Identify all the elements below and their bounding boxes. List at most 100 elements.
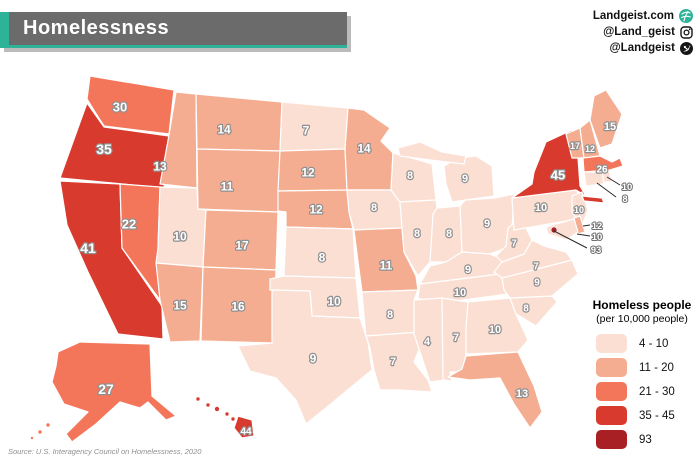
state-label-nd: 7 — [303, 123, 310, 137]
state-label-tn: 10 — [454, 287, 466, 299]
callout-label-ri: 10 — [622, 182, 633, 193]
state-nd — [279, 101, 349, 152]
globe-icon — [679, 9, 693, 23]
callout-line-md — [576, 233, 591, 237]
legend-swatch — [596, 406, 627, 425]
state-label-ar: 8 — [387, 309, 393, 321]
title-bar-body: Homelessness — [9, 12, 347, 45]
state-label-nj: 10 — [574, 205, 584, 215]
branding-instagram-row: @Land_geist — [593, 25, 693, 39]
legend-bucket-label: 21 - 30 — [639, 385, 675, 398]
legend-row: 93 — [596, 430, 698, 449]
state-label-me: 15 — [604, 121, 616, 133]
state-label-ky: 9 — [465, 264, 471, 276]
callout-label-ct: 8 — [622, 194, 627, 205]
state-hi-island — [205, 402, 211, 408]
state-va — [493, 239, 573, 279]
state-wv — [495, 219, 533, 263]
state-label-ia: 8 — [371, 202, 377, 214]
state-ny — [511, 129, 587, 199]
state-label-nv: 22 — [122, 217, 136, 232]
state-label-co: 17 — [235, 238, 249, 252]
state-label-ks: 8 — [319, 250, 326, 264]
state-label-mo: 11 — [380, 258, 393, 272]
state-id — [159, 91, 198, 189]
callout-line-ri — [606, 176, 621, 186]
state-label-mt: 14 — [217, 122, 231, 136]
state-label-id: 13 — [153, 159, 167, 173]
state-label-va: 7 — [533, 262, 539, 273]
state-ak — [51, 341, 177, 443]
legend-title: Homeless people — [592, 298, 692, 312]
state-me — [589, 89, 623, 149]
callout-line-dc — [553, 230, 588, 249]
state-md — [545, 218, 579, 241]
callout-line-ct — [596, 182, 617, 198]
state-label-mn: 14 — [357, 141, 371, 155]
state-label-oh: 9 — [484, 218, 490, 230]
state-label-pa: 10 — [535, 202, 547, 214]
state-label-or: 35 — [96, 141, 112, 157]
branding-block: Landgeist.com @Land_geist @Landgeist — [593, 9, 693, 55]
state-wy — [196, 148, 281, 213]
state-label-wi: 8 — [407, 170, 413, 182]
legend-swatch — [596, 358, 627, 377]
branding-website-row: Landgeist.com — [593, 9, 693, 23]
state-label-wv: 7 — [511, 239, 517, 250]
legend-row: 21 - 30 — [596, 382, 698, 401]
legend-subtitle: (per 10,000 people) — [596, 313, 688, 325]
instagram-icon — [680, 25, 693, 39]
legend-rows: 4 - 10 11 - 20 21 - 30 35 - 45 93 — [586, 334, 698, 449]
state-ak-island — [45, 422, 51, 428]
state-label-sc: 8 — [523, 304, 529, 315]
legend-bucket-label: 4 - 10 — [639, 337, 669, 350]
callout-line-de — [582, 224, 591, 227]
state-label-in: 8 — [446, 228, 452, 240]
legend-bucket-label: 35 - 45 — [639, 409, 675, 422]
state-ak-island — [30, 436, 34, 440]
state-ct — [583, 171, 605, 187]
callout-label-dc: 93 — [591, 245, 602, 256]
twitter-handle: @Landgeist — [609, 42, 675, 54]
legend-swatch — [596, 382, 627, 401]
state-label-wy: 11 — [221, 179, 234, 193]
state-label-ut: 10 — [173, 229, 187, 243]
state-tx — [237, 289, 373, 425]
title-accent-stripe — [0, 12, 9, 45]
state-label-ny: 45 — [551, 168, 565, 183]
state-hi-island — [224, 411, 230, 417]
state-label-ak: 27 — [98, 381, 114, 397]
branding-website-label: Landgeist.com — [592, 10, 674, 22]
state-ak-island — [37, 429, 43, 435]
state-label-sd: 12 — [301, 165, 315, 179]
state-label-tx: 9 — [310, 351, 317, 365]
state-label-nm: 16 — [231, 299, 245, 313]
legend-row: 4 - 10 — [596, 334, 698, 353]
instagram-handle: @Land_geist — [603, 26, 675, 38]
legend-swatch — [596, 334, 627, 353]
state-label-fl: 13 — [516, 388, 528, 400]
state-label-il: 8 — [414, 228, 420, 240]
branding-twitter-row: @Landgeist — [593, 41, 693, 55]
callout-label-md: 10 — [592, 232, 603, 243]
state-mi-part — [397, 141, 467, 165]
legend-row: 11 - 20 — [596, 358, 698, 377]
state-il — [399, 199, 438, 277]
state-label-ca: 41 — [80, 240, 96, 256]
state-hi-island — [230, 416, 236, 422]
callout-label-de: 12 — [592, 221, 603, 232]
title-bar: Homelessness — [0, 12, 347, 48]
legend-swatch — [596, 430, 627, 449]
state-mt — [195, 93, 283, 152]
state-label-mi: 9 — [462, 173, 468, 185]
state-label-al: 7 — [453, 332, 459, 344]
legend-bucket-label: 11 - 20 — [639, 361, 674, 374]
state-label-ne: 12 — [309, 202, 323, 216]
state-label-nh: 12 — [585, 144, 595, 154]
state-hi-island — [195, 396, 201, 402]
source-note: Source: U.S. Interagency Council on Home… — [8, 447, 202, 456]
state-label-nc: 9 — [534, 278, 540, 289]
state-label-hi: 44 — [240, 427, 252, 438]
page-title: Homelessness — [23, 17, 170, 39]
